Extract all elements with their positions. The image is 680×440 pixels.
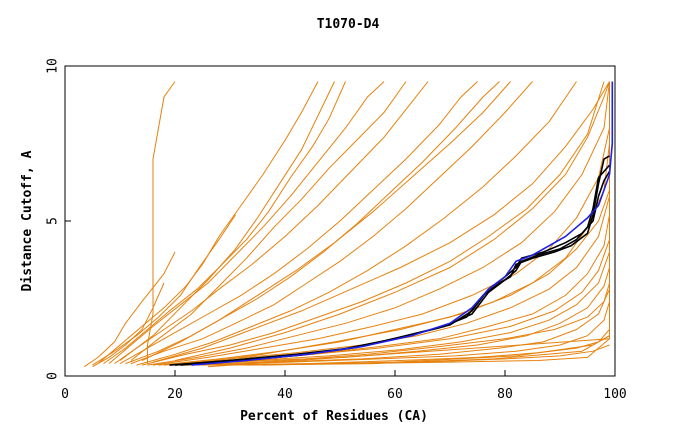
series-line-0 — [84, 251, 176, 368]
x-axis-label: Percent of Residues (CA) — [240, 409, 428, 424]
series-line-33 — [147, 81, 176, 364]
series-line-28 — [141, 81, 511, 361]
plot-area: 0 20 40 60 80 100 0 5 10 — [46, 58, 627, 402]
series-line-19 — [196, 301, 610, 366]
series-line-30 — [152, 81, 610, 363]
series-line-14 — [163, 196, 610, 366]
series-line-4 — [108, 81, 385, 364]
series-line-32 — [213, 239, 610, 365]
x-tick-label-5: 100 — [603, 387, 626, 402]
y-tick-label-2: 10 — [46, 58, 61, 74]
y-axis-label: Distance Cutoff, A — [20, 150, 35, 291]
series-line-23 — [246, 335, 610, 366]
x-axis-ticks: 0 20 40 60 80 100 — [61, 370, 627, 402]
series-line-2 — [97, 81, 319, 364]
series-line-10 — [141, 81, 605, 366]
series-line-9 — [136, 81, 577, 366]
series-layer — [84, 81, 614, 368]
chart-title: T1070-D4 — [317, 17, 380, 32]
series-line-34 — [92, 282, 165, 368]
y-axis-ticks: 0 5 10 — [46, 58, 71, 380]
x-tick-label-0: 0 — [61, 387, 69, 402]
series-line-6 — [119, 81, 478, 365]
y-tick-label-0: 0 — [46, 372, 61, 380]
series-line-18 — [185, 288, 610, 366]
x-tick-label-4: 80 — [497, 387, 513, 402]
series-line-25 — [202, 282, 610, 366]
x-tick-label-1: 20 — [167, 387, 183, 402]
series-line-27 — [119, 81, 335, 361]
series-line-12 — [152, 127, 610, 366]
series-line-36 — [169, 155, 610, 366]
series-line-20 — [207, 329, 610, 366]
x-tick-label-2: 40 — [277, 387, 293, 402]
series-line-3 — [103, 81, 346, 365]
series-line-24 — [262, 335, 610, 366]
series-line-39 — [191, 81, 614, 366]
series-line-8 — [130, 81, 533, 365]
series-line-16 — [174, 251, 610, 366]
series-line-5 — [114, 81, 429, 365]
series-line-29 — [174, 81, 610, 361]
series-line-26 — [130, 81, 407, 361]
x-tick-label-3: 60 — [387, 387, 403, 402]
y-tick-label-1: 5 — [46, 217, 61, 225]
series-line-1 — [92, 214, 236, 366]
series-line-11 — [147, 81, 610, 366]
series-line-31 — [191, 189, 610, 365]
